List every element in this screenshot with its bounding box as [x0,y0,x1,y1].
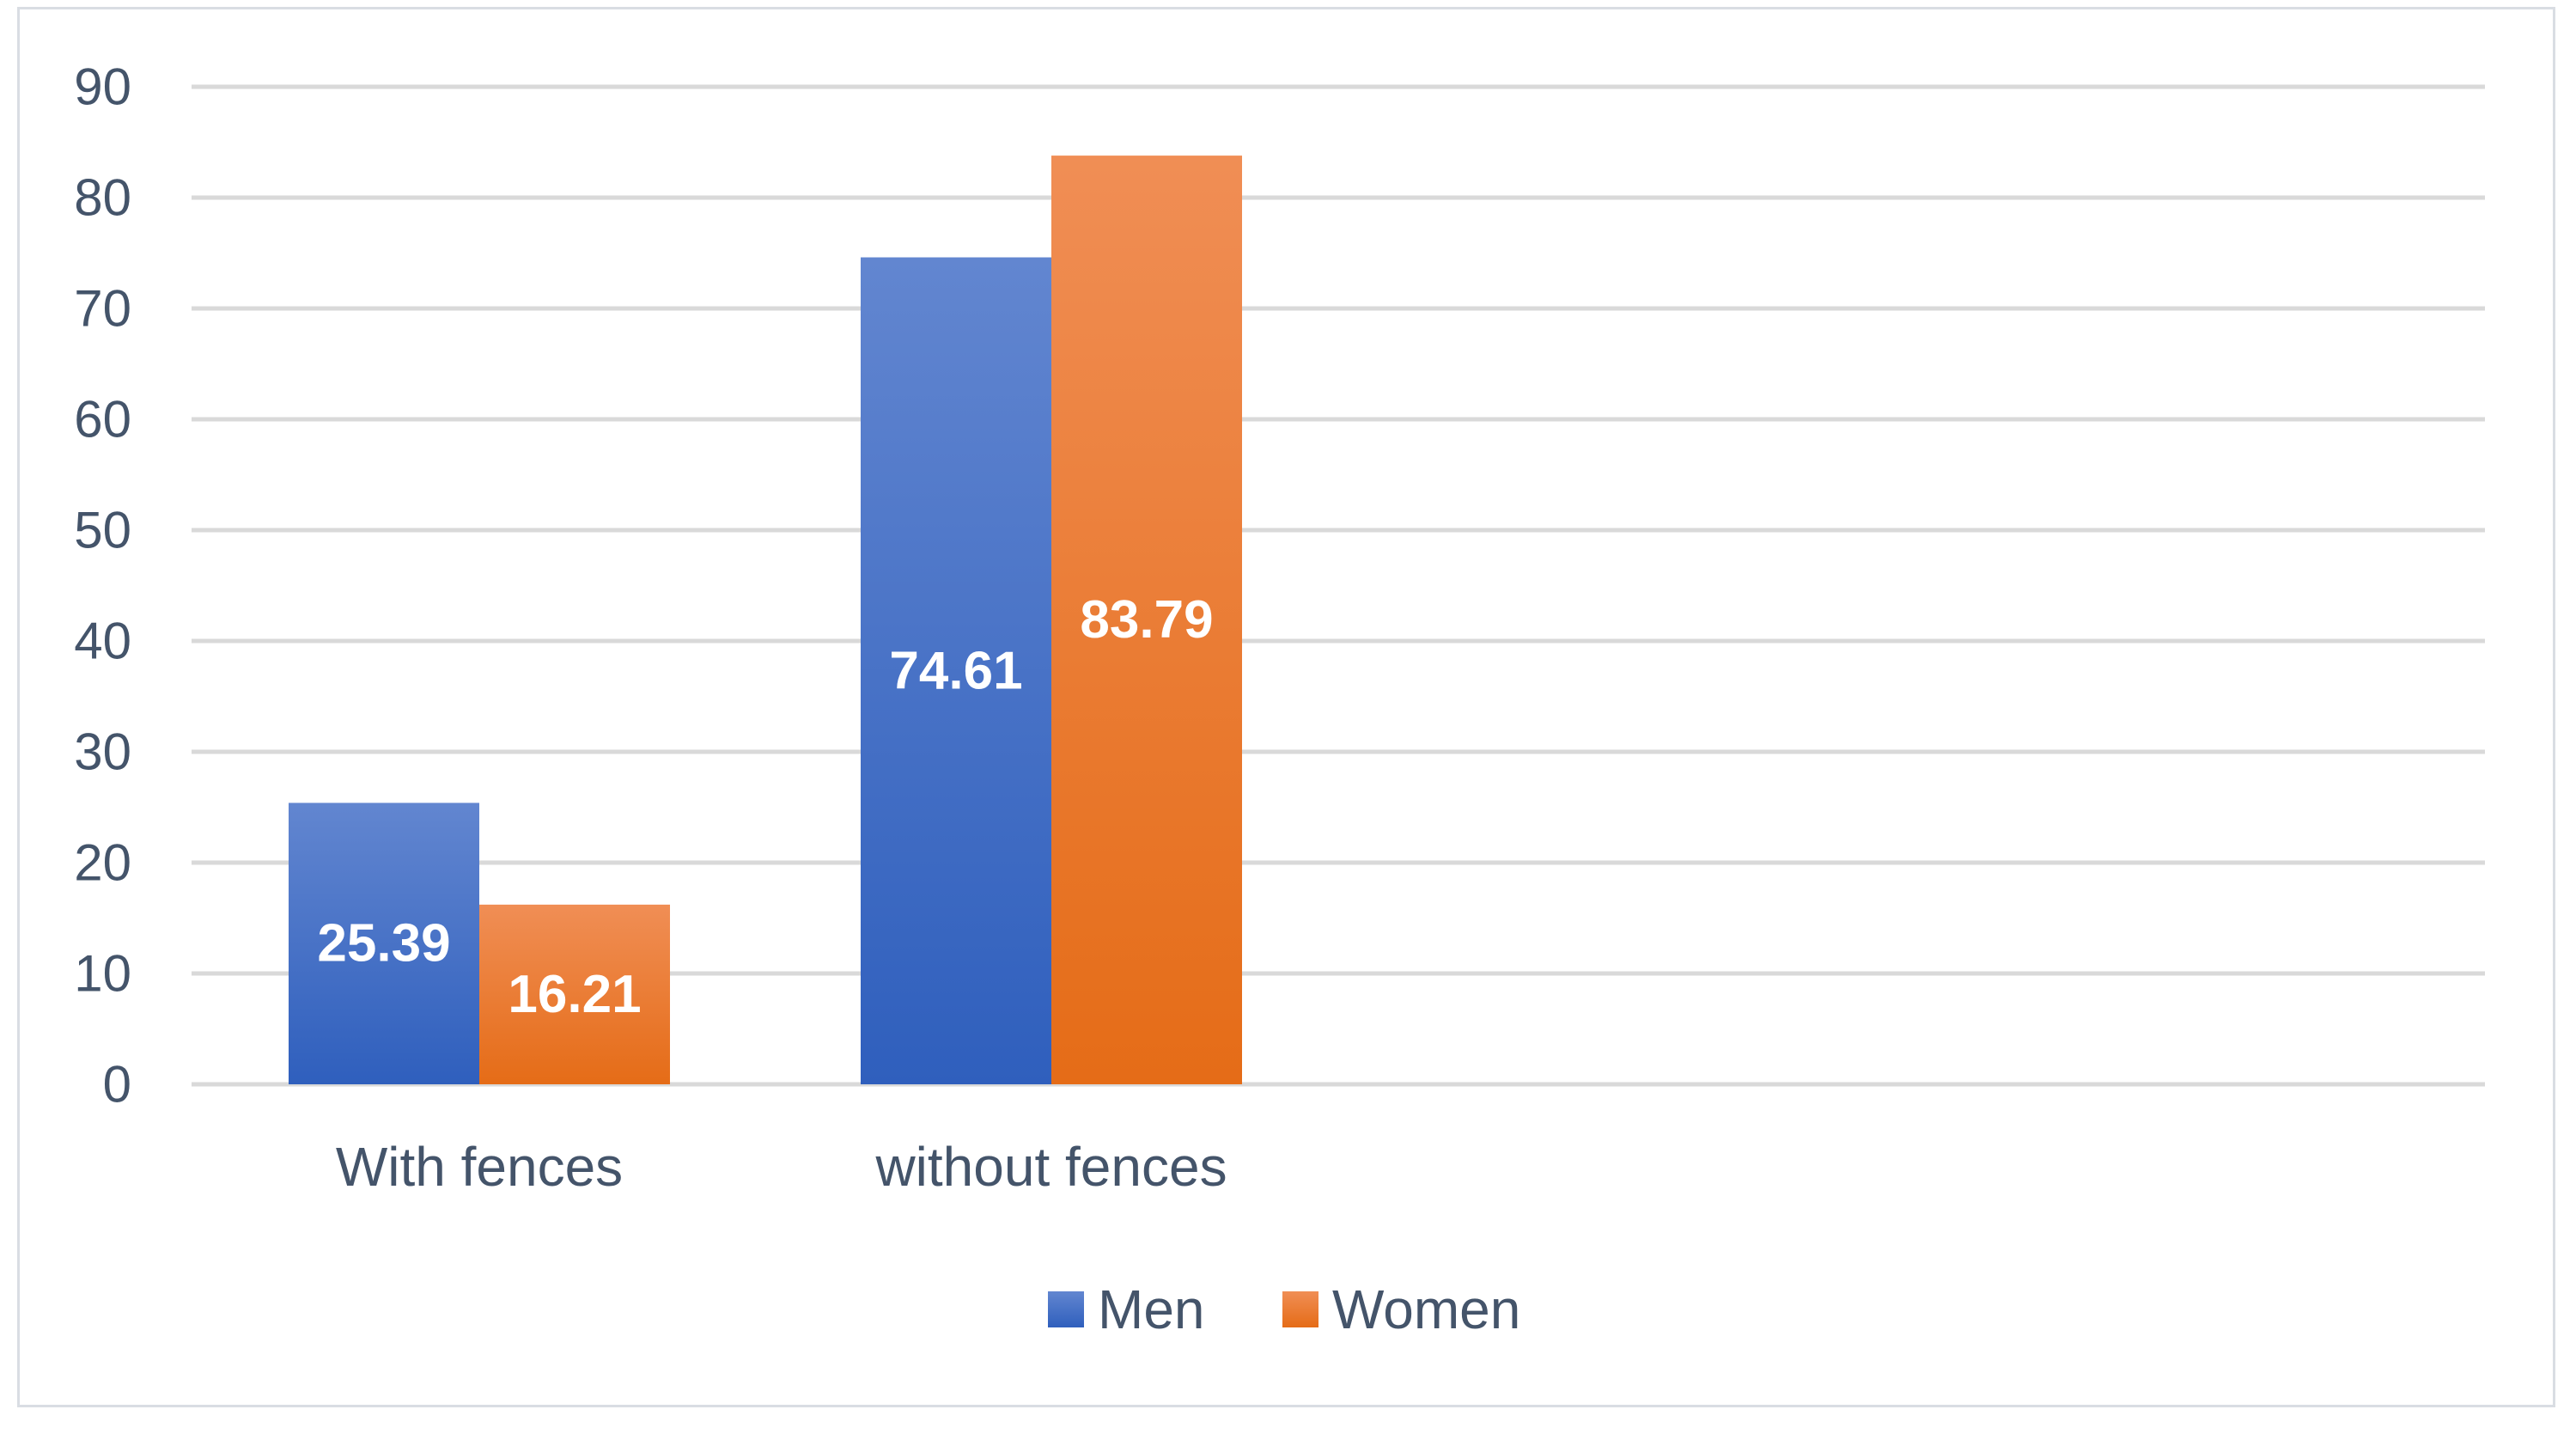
y-tick-label-0: 0 [103,1056,131,1114]
y-tick-label-10: 10 [74,945,131,1003]
y-tick-label-20: 20 [74,834,131,892]
x-axis-category-labels: With fences without fences [336,1136,1227,1198]
y-tick-label-50: 50 [74,502,131,559]
bars [289,156,1242,1084]
y-tick-label-30: 30 [74,723,131,781]
data-label-men-without-fences: 74.61 [889,641,1022,700]
data-label-men-with-fences: 25.39 [317,914,450,973]
legend-label-men: Men [1098,1278,1205,1340]
legend-label-women: Women [1332,1278,1520,1340]
category-label-with-fences: With fences [336,1136,623,1198]
bar-chart: 0 10 20 30 40 50 60 70 80 90 25.39 16.21 74.61 83.79… [74,58,2485,1340]
bar-men-without-fences [861,257,1051,1084]
y-tick-label-70: 70 [74,280,131,338]
y-tick-label-40: 40 [74,613,131,670]
chart-frame: 0 10 20 30 40 50 60 70 80 90 25.39 16.21 74.61 83.79… [17,7,2555,1407]
y-tick-label-80: 80 [74,169,131,227]
legend: Men Women [1048,1278,1520,1340]
legend-swatch-men [1048,1291,1084,1327]
data-label-women-without-fences: 83.79 [1080,590,1213,650]
bar-women-without-fences [1051,156,1242,1084]
data-label-women-with-fences: 16.21 [508,965,641,1024]
y-tick-label-60: 60 [74,391,131,448]
category-label-without-fences: without fences [874,1136,1227,1198]
y-axis-tick-labels: 0 10 20 30 40 50 60 70 80 90 [74,58,131,1114]
bar-men-with-fences [289,802,479,1084]
legend-swatch-women [1282,1291,1318,1327]
y-tick-label-90: 90 [74,58,131,116]
bar-women-with-fences [479,904,670,1084]
data-labels: 25.39 16.21 74.61 83.79 [317,590,1213,1024]
